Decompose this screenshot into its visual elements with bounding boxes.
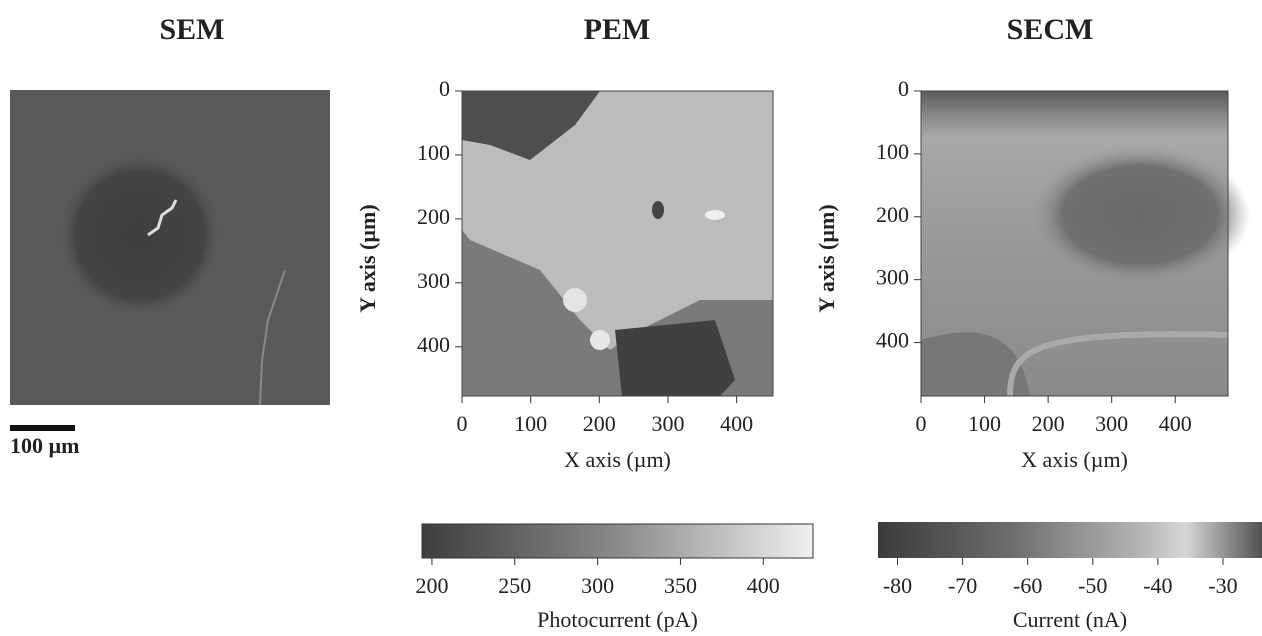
panel-title: PEM [584, 13, 651, 46]
plot-frame [920, 90, 1229, 397]
y-axis-label: Y axis (µm) [355, 204, 380, 312]
panel-title: SECM [1007, 13, 1094, 46]
y-tick-label: 300 [876, 265, 909, 290]
x-tick-label: 0 [457, 411, 468, 436]
y-axis-label: Y axis (µm) [814, 204, 839, 312]
x-tick-label: 300 [651, 411, 684, 436]
x-tick-label: 0 [916, 411, 927, 436]
x-tick-label: 400 [1159, 411, 1192, 436]
x-axis-label: X axis (µm) [1021, 447, 1128, 472]
colorbar-tick-label: 350 [664, 573, 697, 598]
x-tick-label: 200 [583, 411, 616, 436]
y-tick-label: 400 [876, 328, 909, 353]
panel-title: SEM [159, 13, 224, 46]
colorbar-tick-label: 250 [498, 573, 531, 598]
pem-image [462, 91, 773, 396]
x-tick-label: 400 [720, 411, 753, 436]
x-tick-label: 300 [1095, 411, 1128, 436]
colorbar-tick-label: -60 [1013, 573, 1042, 598]
x-axis-label: X axis (µm) [564, 447, 671, 472]
colorbar-tick-label: -40 [1143, 573, 1172, 598]
scale-bar-label: 100 µm [10, 433, 80, 458]
y-tick-label: 0 [898, 76, 909, 101]
y-tick-label: 200 [417, 204, 450, 229]
pem-colorbar [421, 523, 814, 559]
secm-colorbar [878, 522, 1262, 558]
x-tick-label: 100 [968, 411, 1001, 436]
colorbar-tick-label: -50 [1078, 573, 1107, 598]
y-tick-label: 0 [439, 76, 450, 101]
y-tick-label: 400 [417, 332, 450, 357]
colorbar-tick-label: -70 [948, 573, 977, 598]
colorbar-label: Current (nA) [1013, 607, 1127, 632]
colorbar-tick-label: -30 [1208, 573, 1237, 598]
sem-image [10, 90, 330, 431]
colorbar-tick-label: 400 [747, 573, 780, 598]
colorbar-tick-label: 200 [415, 573, 448, 598]
y-tick-label: 200 [876, 202, 909, 227]
colorbar-tick-label: -80 [883, 573, 912, 598]
y-tick-label: 100 [876, 139, 909, 164]
colorbar-tick-label: 300 [581, 573, 614, 598]
colorbar-label: Photocurrent (pA) [537, 607, 698, 632]
x-tick-label: 100 [514, 411, 547, 436]
plot-frame [461, 90, 774, 397]
x-tick-label: 200 [1032, 411, 1065, 436]
y-tick-label: 300 [417, 268, 450, 293]
y-tick-label: 100 [417, 140, 450, 165]
secm-image [921, 91, 1250, 397]
